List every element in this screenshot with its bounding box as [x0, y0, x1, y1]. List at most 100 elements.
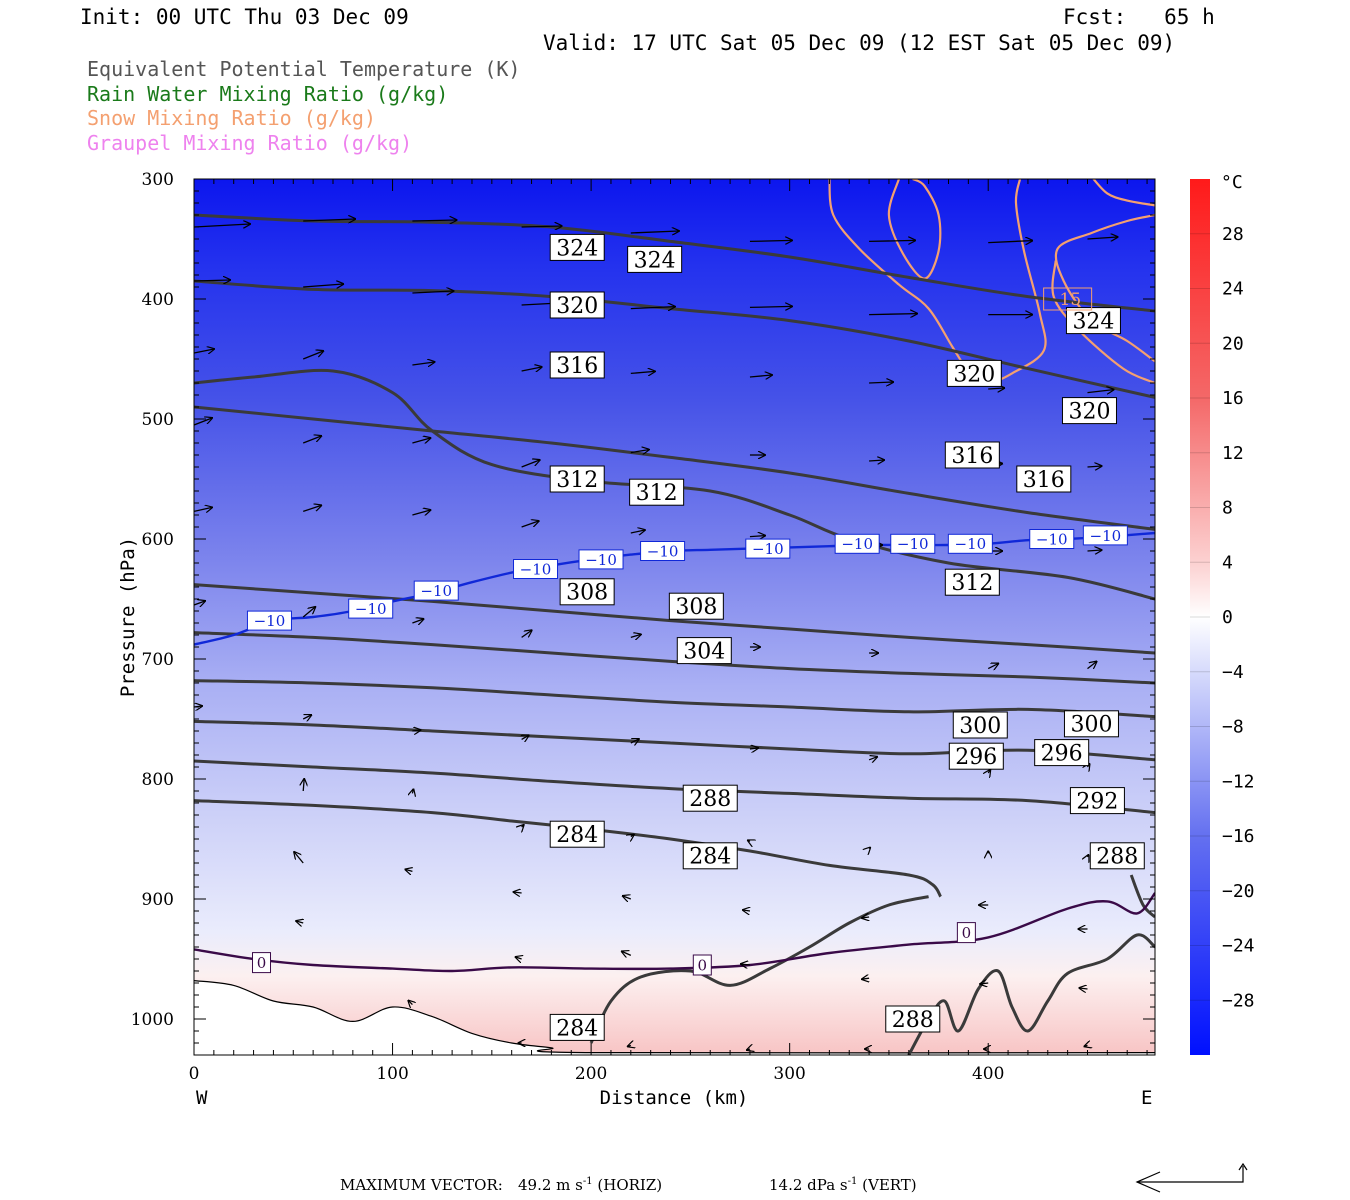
isotherm-label-0-text: 0	[257, 954, 267, 972]
theta-e-label: 316	[549, 351, 605, 379]
reference-vector-icon	[1135, 1162, 1248, 1193]
wind-vector	[988, 388, 1004, 389]
wind-vector	[630, 231, 679, 233]
theta-e-contour-288-9	[194, 799, 942, 898]
wind-vector	[630, 450, 649, 453]
y-tick-label: 300	[142, 170, 174, 190]
wind-vector	[1079, 988, 1088, 989]
wind-vector	[988, 770, 990, 773]
x-tick-label: 100	[376, 1064, 408, 1084]
colorbar-tick-label: −24	[1222, 936, 1255, 957]
theta-e-label: 300	[1063, 710, 1119, 738]
theta-e-label: 284	[682, 842, 738, 870]
theta-e-label: 296	[1034, 739, 1090, 767]
wind-vector	[980, 983, 989, 984]
wind-vector	[412, 619, 423, 623]
wind-vector	[988, 241, 1032, 243]
wind-vector	[747, 1049, 750, 1050]
wind-vectors	[194, 219, 1119, 1050]
theta-e-label-text: 284	[556, 823, 598, 848]
wind-vector	[869, 314, 917, 315]
wind-vector	[194, 418, 212, 426]
isotherm-label-0: 0	[252, 952, 272, 974]
wind-vector	[630, 307, 675, 309]
x-axis-east-label: E	[1141, 1087, 1152, 1109]
wind-vector	[869, 382, 893, 383]
contour-labels: 324 324 320 324 316 320 320 316 316 312 312 308 308 3…	[246, 233, 1145, 1041]
wind-vector	[862, 917, 869, 918]
colorbar-tick-label: 8	[1222, 498, 1233, 519]
isotherm-label-minus10-text: −10	[420, 582, 452, 600]
wind-vector	[630, 634, 641, 637]
valid-time: Valid: 17 UTC Sat 05 Dec 09 (12 EST Sat …	[543, 31, 1176, 55]
theta-e-label: 320	[946, 359, 1002, 387]
wind-vector	[749, 306, 792, 307]
colorbar-tick-label: −8	[1222, 717, 1244, 738]
theta-e-label-text: 316	[951, 444, 993, 469]
wind-vector	[412, 362, 434, 365]
wind-vector	[1087, 855, 1088, 857]
theta-e-label-text: 320	[953, 362, 995, 387]
snow-contour-2	[1092, 179, 1155, 207]
wind-vector	[303, 219, 355, 221]
y-tick-label: 600	[142, 530, 174, 550]
colorbar-tick-label: 12	[1222, 443, 1244, 464]
wind-vector	[521, 460, 540, 468]
snow-label-text: .15	[1054, 290, 1081, 310]
theta-e-contour-288-11	[907, 933, 1155, 1055]
x-tick-label: 400	[972, 1064, 1004, 1084]
theta-e-label-text: 300	[959, 714, 1001, 739]
wind-vector	[302, 715, 311, 719]
wind-vector	[749, 240, 792, 241]
vert-value: 14.2 dPa s	[769, 1176, 848, 1194]
wind-vector	[987, 664, 998, 669]
wind-vector	[514, 892, 522, 893]
wind-vector	[521, 226, 562, 227]
plot-frame	[193, 178, 1156, 1056]
wind-vector	[412, 291, 453, 293]
wind-vector	[1087, 237, 1117, 239]
theta-e-label-text: 292	[1076, 790, 1118, 815]
forecast-hour: Fcst: 65 h	[1063, 5, 1215, 29]
colorbar-tick-label: −12	[1222, 771, 1255, 792]
isotherm-label-minus10-text: −10	[355, 600, 387, 618]
isotherm-label-minus10-text: −10	[897, 535, 929, 553]
theta-e-label-text: 308	[675, 595, 717, 620]
theta-e-label: 312	[549, 465, 605, 493]
max-vector-label: MAXIMUM VECTOR:	[340, 1176, 503, 1194]
theta-e-label: 292	[1069, 787, 1125, 815]
theta-e-contours	[194, 213, 1155, 1055]
theta-e-contour-300-6	[194, 679, 1155, 719]
isotherm-label-minus10: −10	[578, 549, 624, 570]
max-vector-horiz: 49.2 m s-1 (HORIZ)	[518, 1176, 662, 1194]
legend-theta-e: Equivalent Potential Temperature (K)	[87, 57, 521, 81]
isotherm-label-minus10: −10	[640, 541, 686, 561]
wind-vector	[631, 835, 634, 837]
wind-vector	[630, 739, 639, 743]
theta-e-label-text: 304	[683, 640, 725, 665]
wind-vector	[628, 1045, 631, 1046]
theta-e-label-text: 324	[634, 248, 676, 273]
axes: 300 400 500 600 700 800 900 1000 0 100 200 300 400	[131, 170, 1155, 1084]
wind-vector	[749, 536, 765, 537]
wind-vector	[194, 349, 214, 353]
y-tick-label: 1000	[131, 1010, 174, 1030]
wind-vector	[405, 869, 412, 871]
wind-vector	[862, 978, 869, 979]
horiz-value: 49.2 m s	[518, 1176, 583, 1194]
legend-snow: Snow Mixing Ratio (g/kg)	[87, 106, 376, 130]
isotherm-label-minus10-text: −10	[647, 542, 679, 560]
wind-vector	[741, 964, 751, 965]
theta-e-label: 324	[627, 245, 683, 273]
x-axis-west-label: W	[196, 1087, 208, 1109]
theta-e-label-text: 316	[556, 354, 598, 379]
theta-e-label: 320	[549, 291, 605, 319]
ground-layer	[194, 980, 1155, 1055]
wind-vector	[303, 284, 343, 287]
theta-e-label: 288	[885, 1005, 941, 1033]
wind-vector	[1087, 550, 1101, 551]
theta-e-contour-288-12	[1129, 874, 1155, 919]
isotherm-0	[194, 892, 1155, 973]
colorbar-unit: °C	[1221, 172, 1243, 193]
wind-vector	[1084, 1045, 1087, 1046]
